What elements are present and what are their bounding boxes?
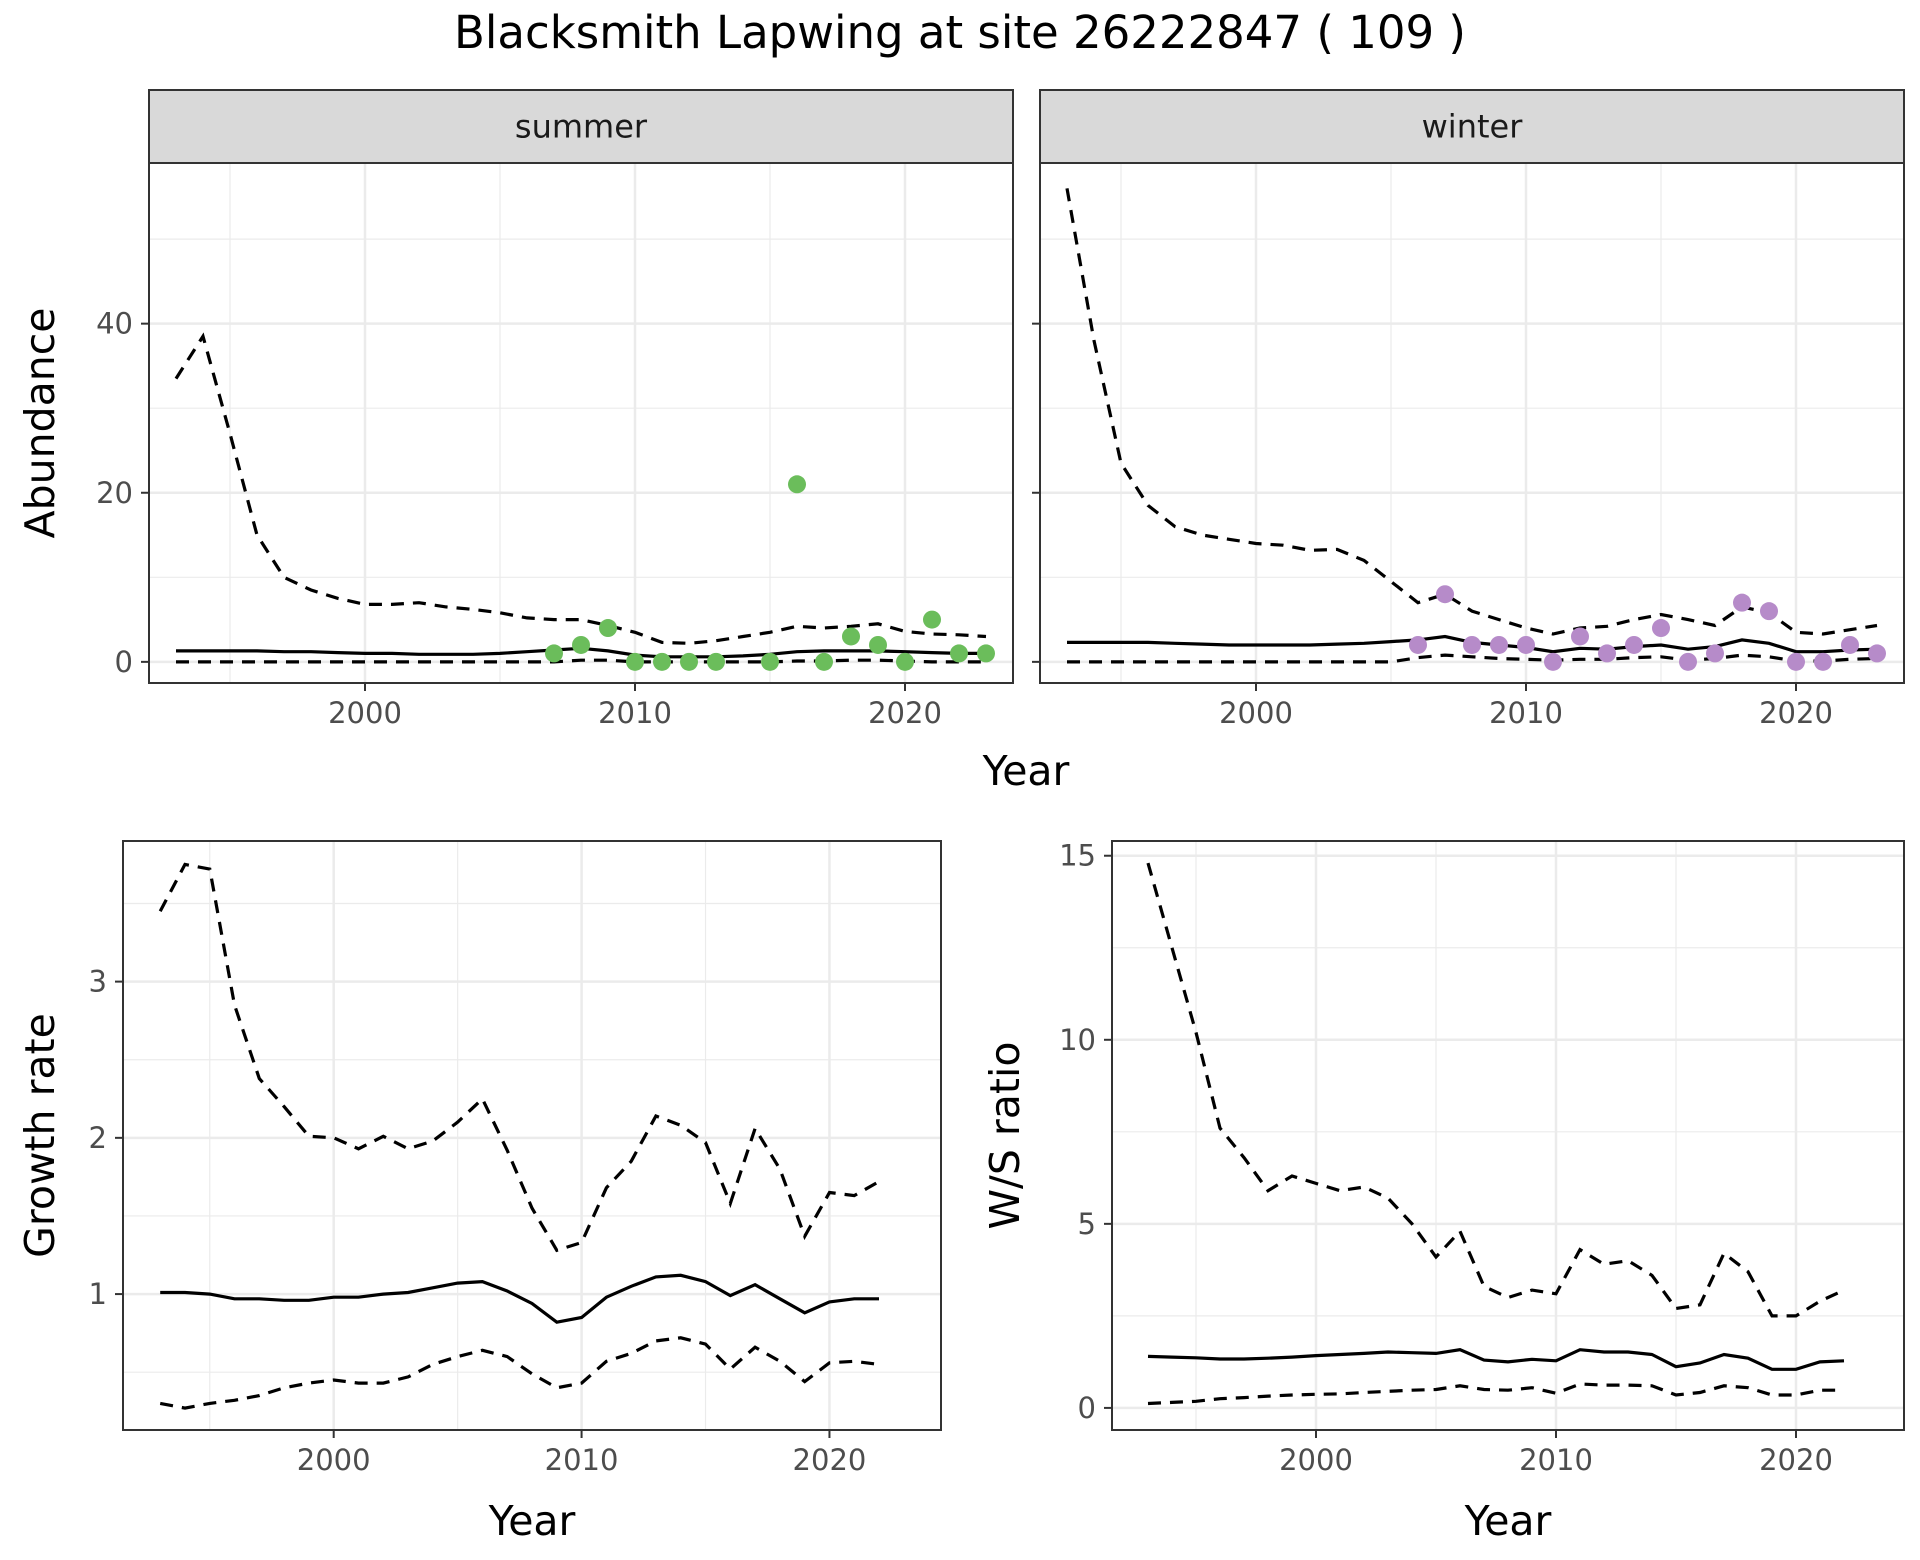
data-point [761,652,779,671]
x-tick-label: 2020 [868,696,942,730]
y-tick-label: 10 [1059,1023,1096,1057]
panel-w-s-ratio: 2000 2010 2020 0 5 10 15 W/S ratio Year [981,839,1905,1545]
y-tick-label: 40 [96,307,133,341]
data-point [1598,644,1616,663]
series-estimate-line [160,1273,879,1324]
panel-growth-rate: 2000 2010 2020 1 2 3 Growth rate Year [16,840,942,1545]
y-tick-label: 20 [96,476,133,510]
panel-border [1111,840,1905,1431]
y-tick-label: 3 [89,965,107,999]
x-axis-title: Year [1464,1497,1552,1545]
facet-strip [1039,89,1905,164]
y-axis-title: Abundance [16,308,64,539]
plot-background [1112,841,1904,1430]
data-point [653,652,671,671]
series-lower-line [1067,653,1878,664]
data-point [815,652,833,671]
data-point [1760,602,1778,621]
series-estimate-line [1147,1348,1845,1371]
data-point [707,652,725,671]
data-point [950,644,968,663]
data-point [1409,635,1427,654]
series-upper-line [1146,862,1845,1318]
data-point [1571,627,1589,646]
plot-background [123,841,941,1430]
x-axis-title-top: Year [982,747,1070,795]
data-point [869,635,887,654]
data-point [545,644,563,663]
x-tick-label: 2000 [328,696,402,730]
x-tick-label: 2010 [1519,1443,1593,1477]
y-tick-label: 5 [1078,1207,1096,1241]
data-point [1517,635,1535,654]
data-point [599,619,617,638]
series-lower-line [1147,1382,1844,1406]
panel-winter: winter 2000 2010 2020 [1032,89,1905,730]
y-axis-title: W/S ratio [981,1042,1029,1230]
x-tick-label: 2000 [1279,1443,1353,1477]
data-point [788,475,806,494]
y-tick-label: 0 [1078,1391,1096,1425]
x-tick-label: 2010 [545,1443,619,1477]
y-tick-label: 0 [115,645,133,679]
figure-title: Blacksmith Lapwing at site 26222847 ( 10… [454,6,1466,59]
data-point [1706,644,1724,663]
data-point [1868,644,1886,663]
panel-border [122,840,942,1431]
x-axis-title: Year [488,1497,576,1545]
facet-strip [148,89,1014,164]
data-point [1787,652,1805,671]
panel-summer: summer 2000 2010 2020 0 20 40 Abundance [16,89,1014,730]
x-tick-label: 2020 [1759,696,1833,730]
data-point [1679,652,1697,671]
facet-label: winter [1422,108,1524,146]
data-point [680,652,698,671]
data-point [896,652,914,671]
data-point [1490,635,1508,654]
series-lower-line [176,658,986,664]
facet-label: summer [515,108,648,146]
x-tick-label: 2000 [1219,696,1293,730]
data-point [1463,635,1481,654]
data-point [1733,593,1751,612]
data-point [572,635,590,654]
y-axis-title: Growth rate [16,1013,64,1258]
x-tick-label: 2010 [598,696,672,730]
data-point [1841,635,1859,654]
x-tick-label: 2020 [793,1443,867,1477]
data-point [1544,652,1562,671]
data-point [923,610,941,629]
data-point [842,627,860,646]
series-lower-line [159,1336,880,1410]
data-point [977,644,995,663]
data-point [1625,635,1643,654]
plot-background [149,163,1013,683]
series-upper-line [174,332,987,645]
data-point [1436,585,1454,604]
x-tick-label: 2020 [1759,1443,1833,1477]
x-tick-label: 2000 [297,1443,371,1477]
x-tick-label: 2010 [1489,696,1563,730]
data-point [1652,619,1670,638]
y-tick-label: 15 [1059,839,1096,873]
y-tick-label: 2 [89,1121,107,1155]
data-point [1814,652,1832,671]
plot-background [1040,163,1904,683]
y-tick-label: 1 [89,1277,107,1311]
data-point [626,652,644,671]
